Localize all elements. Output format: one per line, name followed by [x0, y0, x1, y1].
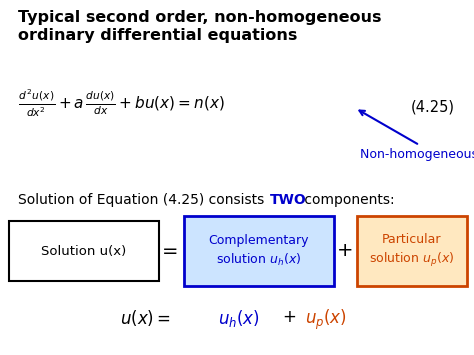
FancyBboxPatch shape: [9, 221, 159, 281]
Text: $u_p(x)$: $u_p(x)$: [305, 308, 347, 332]
Text: Typical second order, non-homogeneous
ordinary differential equations: Typical second order, non-homogeneous or…: [18, 10, 382, 43]
Text: +: +: [337, 241, 353, 261]
FancyBboxPatch shape: [357, 216, 467, 286]
Text: $u_h(x)$: $u_h(x)$: [218, 308, 260, 329]
Text: components:: components:: [300, 193, 395, 207]
Text: Particular
solution $u_p(x)$: Particular solution $u_p(x)$: [369, 233, 455, 269]
Text: $+$: $+$: [282, 308, 296, 326]
Text: TWO: TWO: [270, 193, 307, 207]
Text: =: =: [162, 241, 178, 261]
Text: $u(x) = $: $u(x) = $: [120, 308, 171, 328]
Text: Complementary
solution $u_h(x)$: Complementary solution $u_h(x)$: [209, 234, 309, 268]
Text: (4.25): (4.25): [411, 100, 455, 115]
Text: Non-homogeneous term: Non-homogeneous term: [359, 110, 474, 161]
Text: $\frac{d^{\,2}u(x)}{dx^2} + a\,\frac{du(x)}{dx} + bu(x) = n(x)$: $\frac{d^{\,2}u(x)}{dx^2} + a\,\frac{du(…: [18, 88, 225, 119]
Text: Solution u(x): Solution u(x): [41, 245, 127, 257]
Text: Solution of Equation (4.25) consists: Solution of Equation (4.25) consists: [18, 193, 269, 207]
FancyBboxPatch shape: [184, 216, 334, 286]
